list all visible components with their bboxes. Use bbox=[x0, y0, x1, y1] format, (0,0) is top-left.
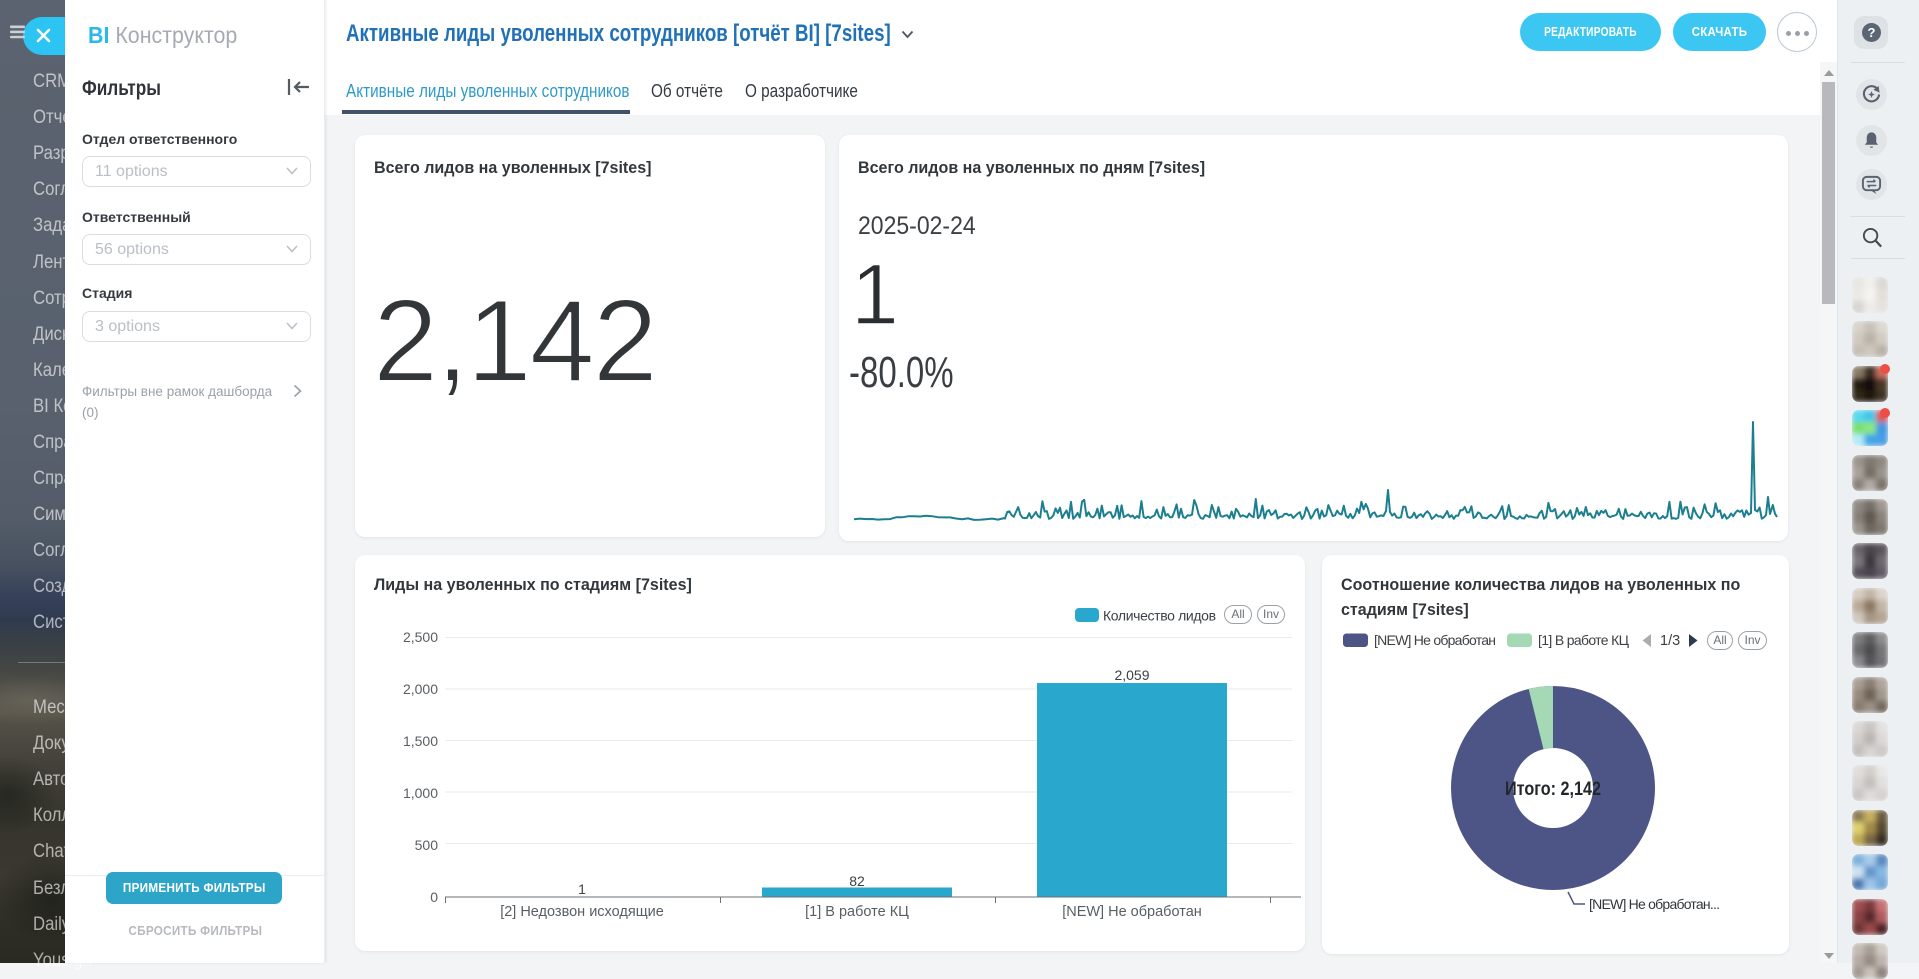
svg-text:[NEW] Не обработан: [NEW] Не обработан bbox=[1062, 904, 1202, 920]
svg-text:1: 1 bbox=[578, 881, 586, 897]
svg-text:2,000: 2,000 bbox=[403, 681, 438, 697]
svg-text:1/3: 1/3 bbox=[1660, 633, 1680, 649]
svg-text:Количество лидов: Количество лидов bbox=[1103, 608, 1216, 624]
svg-text:1,500: 1,500 bbox=[403, 733, 438, 749]
svg-text:82: 82 bbox=[849, 873, 865, 889]
svg-text:1,000: 1,000 bbox=[403, 785, 438, 801]
svg-text:2,059: 2,059 bbox=[1114, 667, 1149, 683]
svg-text:[NEW] Не обработан: [NEW] Не обработан bbox=[1374, 632, 1496, 648]
svg-text:500: 500 bbox=[415, 837, 439, 853]
svg-text:[1] В работе КЦ: [1] В работе КЦ bbox=[1538, 632, 1630, 648]
svg-text:0: 0 bbox=[430, 889, 438, 905]
svg-text:[NEW] Не обработан...: [NEW] Не обработан... bbox=[1589, 896, 1720, 912]
svg-text:Итого: 2,142: Итого: 2,142 bbox=[1505, 779, 1601, 800]
svg-text:[2] Недозвон исходящие: [2] Недозвон исходящие bbox=[500, 904, 664, 920]
svg-text:[1] В работе КЦ: [1] В работе КЦ bbox=[805, 904, 909, 920]
svg-text:2,500: 2,500 bbox=[403, 629, 438, 645]
